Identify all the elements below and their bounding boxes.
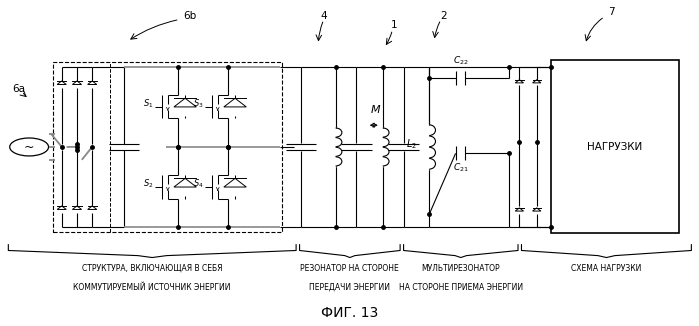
Text: $S_1$: $S_1$ xyxy=(143,97,154,110)
Text: КОММУТИРУЕМЫЙ ИСТОЧНИК ЭНЕРГИИ: КОММУТИРУЕМЫЙ ИСТОЧНИК ЭНЕРГИИ xyxy=(73,283,231,291)
Circle shape xyxy=(10,138,48,156)
Text: НА СТОРОНЕ ПРИЕМА ЭНЕРГИИ: НА СТОРОНЕ ПРИЕМА ЭНЕРГИИ xyxy=(398,283,523,291)
Text: НАГРУЗКИ: НАГРУЗКИ xyxy=(587,142,642,152)
Polygon shape xyxy=(174,98,196,107)
Bar xyxy=(551,60,679,233)
Text: 1: 1 xyxy=(391,20,398,30)
Polygon shape xyxy=(87,206,96,210)
Text: СХЕМА НАГРУЗКИ: СХЕМА НАГРУЗКИ xyxy=(571,264,642,273)
Polygon shape xyxy=(57,206,66,210)
Text: МУЛЬТИРЕЗОНАТОР: МУЛЬТИРЕЗОНАТОР xyxy=(421,264,500,273)
Polygon shape xyxy=(515,80,524,83)
Text: $C_{21}$: $C_{21}$ xyxy=(452,161,468,174)
Text: $M$: $M$ xyxy=(370,103,381,115)
Text: $C_{22}$: $C_{22}$ xyxy=(452,54,468,67)
Polygon shape xyxy=(73,206,82,210)
Text: 6a: 6a xyxy=(12,84,25,94)
Polygon shape xyxy=(174,178,196,187)
Bar xyxy=(53,62,282,232)
Text: 6b: 6b xyxy=(183,11,196,21)
Text: РЕЗОНАТОР НА СТОРОНЕ: РЕЗОНАТОР НА СТОРОНЕ xyxy=(301,264,399,273)
Polygon shape xyxy=(224,98,246,107)
Polygon shape xyxy=(533,208,541,211)
Text: 4: 4 xyxy=(321,11,327,21)
Polygon shape xyxy=(515,208,524,211)
Text: 2: 2 xyxy=(440,11,447,21)
Text: $S_2$: $S_2$ xyxy=(143,178,154,190)
Polygon shape xyxy=(73,81,82,84)
Polygon shape xyxy=(57,81,66,84)
Text: $S_3$: $S_3$ xyxy=(193,97,203,110)
Polygon shape xyxy=(87,81,96,84)
Text: $S_4$: $S_4$ xyxy=(193,178,203,190)
Text: ~: ~ xyxy=(24,141,34,154)
Text: СТРУКТУРА, ВКЛЮЧАЮЩАЯ В СЕБЯ: СТРУКТУРА, ВКЛЮЧАЮЩАЯ В СЕБЯ xyxy=(82,264,222,273)
Text: ПЕРЕДАЧИ ЭНЕРГИИ: ПЕРЕДАЧИ ЭНЕРГИИ xyxy=(310,283,390,291)
Polygon shape xyxy=(533,80,541,83)
Text: ФИГ. 13: ФИГ. 13 xyxy=(321,306,378,320)
Text: 7: 7 xyxy=(608,7,615,17)
Polygon shape xyxy=(224,178,246,187)
Text: $L_2$: $L_2$ xyxy=(406,137,417,151)
